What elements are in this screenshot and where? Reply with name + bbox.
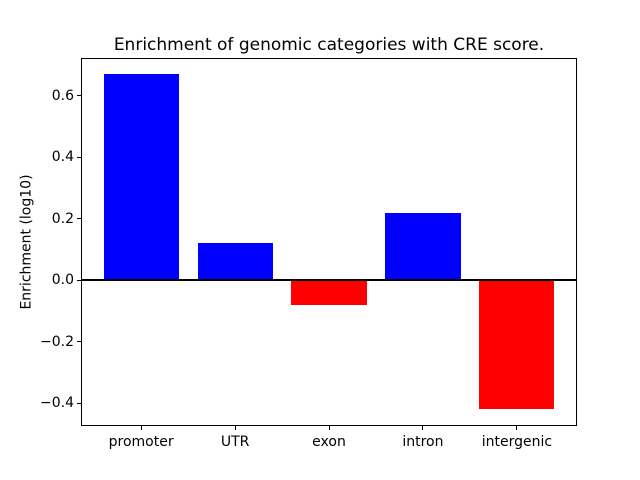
y-tick-mark-1 bbox=[77, 156, 81, 158]
y-tick-label-2: 0.2 bbox=[51, 210, 74, 227]
y-tick-mark-5 bbox=[77, 402, 81, 404]
y-axis-label: Enrichment (log10) bbox=[13, 58, 41, 426]
y-tick-mark-4 bbox=[77, 341, 81, 343]
bar-promoter bbox=[103, 74, 179, 281]
x-tick-label-intron: intron bbox=[402, 434, 444, 450]
y-tick-label-5: −0.4 bbox=[40, 395, 74, 412]
y-tick-mark-0 bbox=[77, 95, 81, 97]
x-tick-mark-promoter bbox=[140, 426, 142, 430]
y-tick-label-1: 0.4 bbox=[51, 149, 74, 166]
x-tick-label-exon: exon bbox=[312, 434, 346, 450]
y-tick-label-4: −0.2 bbox=[40, 333, 74, 350]
y-tick-label-3: 0.0 bbox=[51, 272, 74, 289]
x-tick-mark-intron bbox=[422, 426, 424, 430]
x-tick-mark-UTR bbox=[234, 426, 236, 430]
y-tick-mark-2 bbox=[77, 218, 81, 220]
bar-intergenic bbox=[479, 280, 555, 410]
plot-frame bbox=[81, 58, 577, 426]
y-tick-label-0: 0.6 bbox=[51, 87, 74, 104]
zero-line bbox=[81, 279, 577, 282]
bar-UTR bbox=[197, 243, 273, 281]
x-tick-label-promoter: promoter bbox=[108, 434, 174, 450]
bar-intron bbox=[385, 212, 461, 281]
x-tick-label-UTR: UTR bbox=[220, 434, 250, 450]
bar-exon bbox=[291, 280, 367, 305]
chart-title: Enrichment of genomic categories with CR… bbox=[113, 35, 545, 55]
x-tick-mark-intergenic bbox=[516, 426, 518, 430]
x-tick-mark-exon bbox=[328, 426, 330, 430]
x-tick-label-intergenic: intergenic bbox=[481, 434, 553, 450]
y-tick-mark-3 bbox=[77, 279, 81, 281]
